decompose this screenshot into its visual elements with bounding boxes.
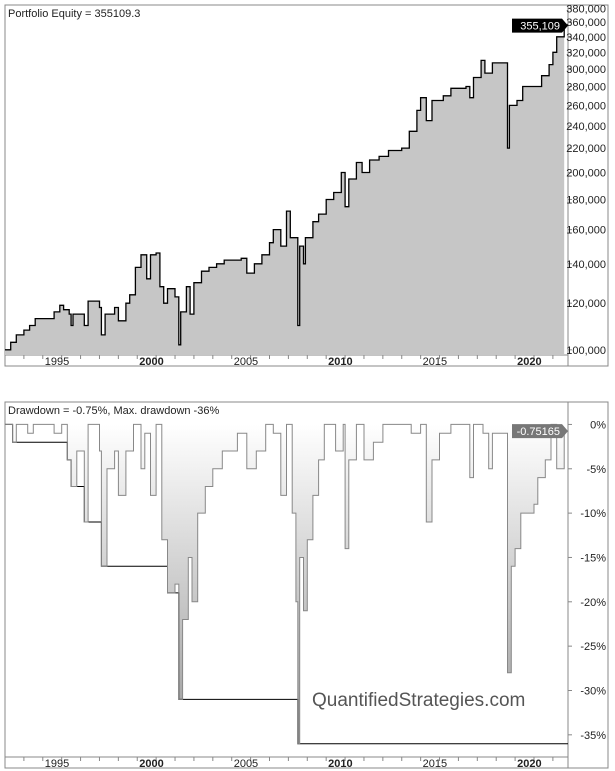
y-tick-label: 340,000 <box>566 32 606 44</box>
last-value-label: -0.75165 <box>517 426 560 438</box>
y-tick-label: 100,000 <box>566 345 606 357</box>
y-tick-label: 180,000 <box>566 194 606 206</box>
y-tick-label: -30% <box>580 685 606 697</box>
drawdown-line <box>5 423 565 745</box>
x-tick-label: 2020 <box>517 356 541 368</box>
y-tick-label: -25% <box>580 641 606 653</box>
y-tick-label: -20% <box>580 597 606 609</box>
y-tick-label: 200,000 <box>566 168 606 180</box>
y-tick-label: -35% <box>580 730 606 742</box>
equity-line <box>5 25 565 351</box>
y-tick-label: -10% <box>580 508 606 520</box>
chart-title: Portfolio Equity = 355109.3 <box>8 8 140 20</box>
y-tick-label: 300,000 <box>566 64 606 76</box>
chart-title: Drawdown = -0.75%, Max. drawdown -36% <box>8 405 219 417</box>
watermark: QuantifiedStrategies.com <box>312 690 525 711</box>
y-tick-label: 280,000 <box>566 81 606 93</box>
y-tick-label: -15% <box>580 552 606 564</box>
x-tick-label: 2005 <box>234 758 258 770</box>
x-tick-label: 1995 <box>45 356 69 368</box>
y-tick-label: 240,000 <box>566 121 606 133</box>
equity-panel: Portfolio Equity = 355109.3 100,000 120,00… <box>4 3 609 368</box>
y-tick-label: 320,000 <box>566 47 606 59</box>
y-tick-label: 380,000 <box>566 3 606 15</box>
x-tick-label: 2000 <box>139 356 163 368</box>
x-tick-label: 2015 <box>423 356 447 368</box>
last-value-label: 355,109 <box>520 21 560 33</box>
last-value-badge <box>512 18 568 33</box>
y-tick-label: 220,000 <box>566 143 606 155</box>
x-tick-label: 2015 <box>423 758 447 770</box>
x-tick-label: 2000 <box>139 758 163 770</box>
x-tick-label: 2005 <box>234 356 258 368</box>
equity-area <box>5 25 565 355</box>
drawdown-panel: Drawdown = -0.75%, Max. drawdown -36% 0% -… <box>4 401 609 770</box>
x-tick-label: 2010 <box>328 356 352 368</box>
x-tick-label: 2010 <box>328 758 352 770</box>
y-tick-label: 120,000 <box>566 298 606 310</box>
x-tick-label: 2020 <box>517 758 541 770</box>
y-tick-label: 260,000 <box>566 100 606 112</box>
last-value-badge <box>512 424 568 439</box>
y-tick-label: -5% <box>586 464 606 476</box>
y-tick-label: 0% <box>590 419 606 431</box>
x-tick-label: 1995 <box>45 758 69 770</box>
y-tick-label: 360,000 <box>566 17 606 29</box>
drawdown-area <box>5 424 565 744</box>
y-tick-label: 140,000 <box>566 259 606 271</box>
y-tick-label: 160,000 <box>566 225 606 237</box>
